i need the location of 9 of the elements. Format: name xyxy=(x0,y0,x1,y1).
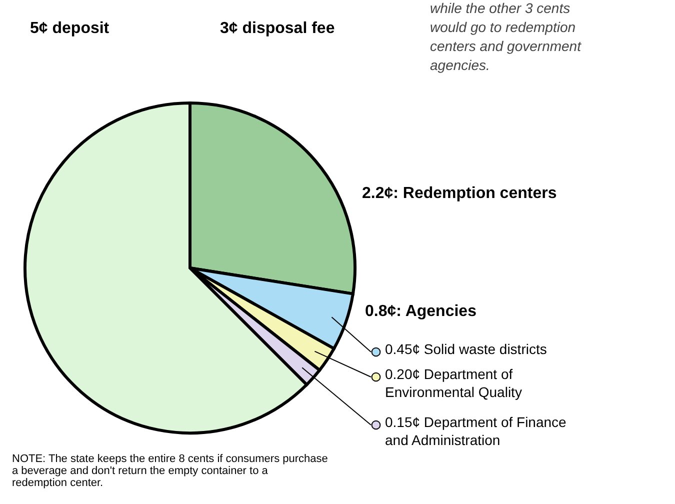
legend-label: 0.45¢ Solid waste districts xyxy=(385,341,547,357)
slice-label: 5¢ deposit xyxy=(30,20,110,37)
slice-label: 2.2¢: Redemption centers xyxy=(362,185,557,202)
legend-label: 0.20¢ Department of Environmental Quality xyxy=(385,366,522,400)
text: while the other 3 cents would go to redemption centers and government agencies. xyxy=(430,0,582,73)
text: NOTE: The state keeps the entire 8 cents if consumers purchase a beverage and don't return the empty container to a redemption center. xyxy=(12,453,328,489)
text: 0.8¢: Agencies xyxy=(365,303,477,320)
text: 3¢ disposal fee xyxy=(220,20,335,37)
legend-label: 0.15¢ Department of Finance and Administration xyxy=(385,414,567,448)
